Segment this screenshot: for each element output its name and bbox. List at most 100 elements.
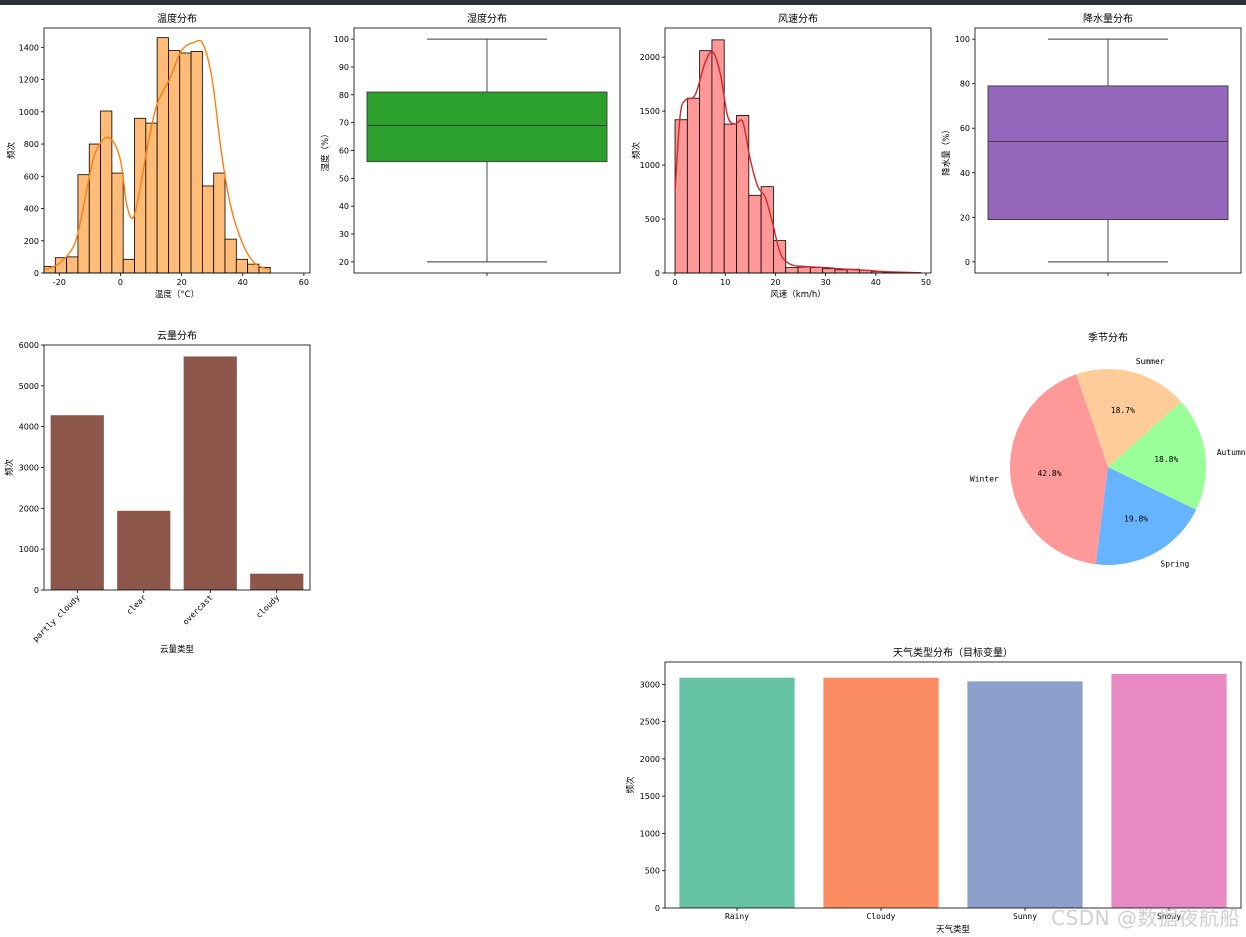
wind-bar [674,119,688,274]
humidity-box [366,91,608,163]
temperature-bar [134,117,147,274]
temperature-bar [100,110,113,274]
humidity-chart: 湿度分布 20 30 40 50 60 70 80 90 100 湿度（%） [320,12,621,276]
season-chart: 季节分布 42.8% Winter 19.8% Spring 18.8% Autumn 18.… [970,332,1246,568]
wind-xtick-label: 20 [770,278,780,287]
wind-xlabel: 风速（km/h） [770,289,825,300]
weather-xtick-label: Snowy [1157,912,1181,921]
cloud-chart: partly cloudy clear overcast cloudy 云量分布 0 100… [4,330,311,655]
temperature-bar [235,258,249,274]
cloud-bar [183,356,237,590]
season-slice-label: Winter [970,474,999,483]
temperature-ytick-label: 1400 [19,43,39,52]
cloud-ytick-label: 5000 [19,382,39,391]
wind-bar [748,194,762,274]
top-window-bar [0,0,1246,5]
season-pct-label: 18.8% [1154,455,1178,464]
season-pct-label: 19.8% [1124,515,1148,524]
precip-ytick-label: 80 [960,80,970,89]
temperature-xtick-label: -20 [53,278,66,287]
cloud-ytick-label: 3000 [19,464,39,473]
wind-bar [699,50,713,274]
temperature-xlabel: 温度（°C） [155,289,199,300]
wind-bar [711,39,725,274]
temperature-ytick-label: 400 [24,205,39,214]
wind-bar [834,269,848,274]
cloud-xtick-label: overcast [181,593,215,627]
precip-ytick-label: 20 [960,213,970,222]
precip-ytick-label: 40 [960,169,970,178]
humidity-ytick-label: 50 [339,174,349,183]
precip-ylabel: 降水量（%） [941,125,952,176]
weather-chart: Rainy Cloudy Sunny Snowy 天气类型分布（目标变量） 0 500 100… [625,646,1242,935]
season-slice-winter [1010,374,1108,565]
cloud-ytick-label: 4000 [19,423,39,432]
humidity-ytick-label: 90 [339,63,349,72]
temperature-bar [88,143,101,274]
weather-bar [1111,673,1227,908]
weather-ytick-label: 1000 [640,829,660,838]
precip-ytick-label: 0 [965,258,970,267]
humidity-ytick-label: 20 [339,258,349,267]
cloud-bar [250,573,304,590]
precip-title: 降水量分布 [1083,12,1133,25]
temperature-xtick-label: 60 [299,278,309,287]
temperature-xtick-label: 20 [176,278,186,287]
cloud-ytick-label: 0 [34,586,39,595]
humidity-ytick-label: 100 [334,35,349,44]
cloud-bar [50,415,104,590]
wind-xtick-label: 50 [921,278,931,287]
temperature-bar [213,172,226,274]
cloud-ytick-label: 6000 [19,341,39,350]
wind-bar [809,267,823,274]
weather-bar [679,677,795,908]
season-title: 季节分布 [1088,332,1128,344]
wind-ylabel: 频次 [631,142,642,160]
weather-bar [823,677,939,908]
cloud-xtick-label: clear [125,593,149,617]
wind-bar [797,266,811,274]
weather-bar [967,681,1083,908]
wind-bar [686,97,701,274]
temperature-bar [224,238,237,274]
wind-ytick-label: 1000 [640,161,660,170]
wind-kde-line [674,50,921,274]
season-slice-label: Summer [1136,357,1165,366]
temperature-xtick-label: 0 [118,278,123,287]
weather-xtick-label: Rainy [725,912,749,921]
weather-ylabel: 频次 [625,776,636,794]
season-slice-label: Spring [1160,559,1189,568]
precip-box [987,85,1229,220]
precip-ytick-label: 100 [955,35,970,44]
humidity-title: 湿度分布 [467,12,507,25]
temperature-kde-line [43,39,271,271]
temperature-ytick-label: 600 [24,172,39,181]
season-slice-summer [1076,369,1182,467]
temperature-xtick-label: 40 [238,278,248,287]
humidity-ytick-label: 40 [339,202,349,211]
precip-plot-frame [974,27,1242,274]
wind-bar [760,186,774,274]
wind-title: 风速分布 [778,13,818,25]
weather-title: 天气类型分布（目标变量） [893,646,1013,659]
temperature-bar [156,37,169,274]
weather-plot-frame [664,661,1242,909]
wind-xtick-label: 10 [720,278,730,287]
humidity-ytick-label: 60 [339,147,349,156]
weather-ytick-label: 0 [655,904,660,913]
temperature-ytick-label: 1200 [19,76,39,85]
humidity-ytick-label: 80 [339,91,349,100]
precip-ytick-label: 60 [960,124,970,133]
wind-bar [822,268,836,274]
wind-bar [723,123,737,274]
temperature-bar [190,50,203,274]
temperature-ytick-label: 1000 [19,108,39,117]
weather-ytick-label: 1500 [640,792,660,801]
temperature-bar [66,256,79,274]
wind-bar [785,267,799,274]
wind-ytick-label: 2000 [640,53,660,62]
precip-chart: 降水量分布 0 20 40 60 80 100 降水量（%） [941,12,1242,276]
season-slice-spring [1095,467,1197,565]
cloud-ytick-label: 2000 [19,504,39,513]
